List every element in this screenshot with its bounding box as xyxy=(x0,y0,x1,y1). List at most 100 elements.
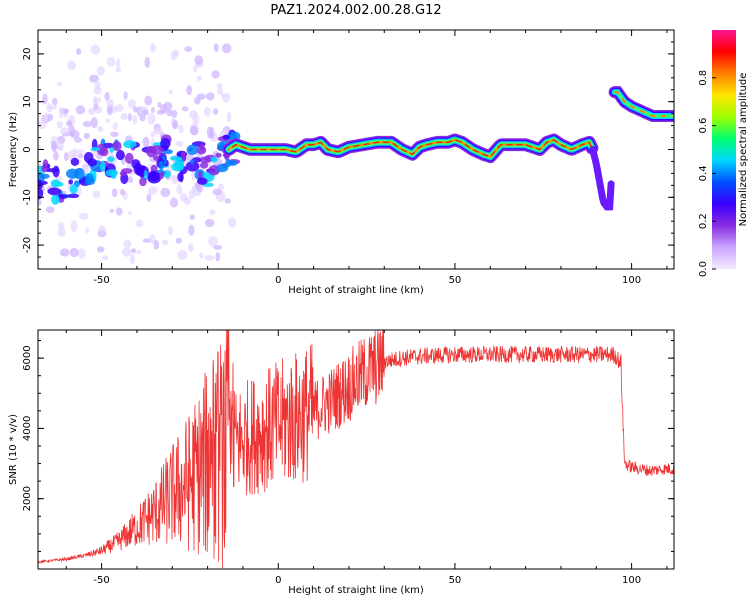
signal-blob xyxy=(38,179,44,190)
noise-blob xyxy=(66,120,73,127)
noise-blob xyxy=(132,114,138,125)
noise-blob xyxy=(127,112,133,122)
spectrogram-x-ticks: -50 0 50 100 xyxy=(65,30,668,286)
noise-blob xyxy=(163,101,173,111)
noise-blob xyxy=(56,81,63,87)
signal-blob xyxy=(174,157,185,170)
noise-blob xyxy=(153,239,160,250)
signal-blob xyxy=(68,179,74,185)
x-tick-label: 50 xyxy=(449,275,462,286)
noise-blob xyxy=(109,208,115,214)
snr-y-ticks: 2000 4000 6000 xyxy=(22,340,674,570)
noise-blob xyxy=(196,75,202,82)
noise-blob xyxy=(175,140,184,147)
colorbar: 0.0 0.2 0.4 0.6 0.8 Normalized spectral ampl… xyxy=(698,30,749,277)
signal-blob xyxy=(160,138,171,150)
noise-blob xyxy=(217,183,224,191)
spectrogram-y-ticks: -20 -10 0 10 20 xyxy=(22,29,674,270)
noise-blob xyxy=(156,109,166,115)
colorbar-tick-label: 0.2 xyxy=(698,213,709,229)
colorbar-label: Normalized spectral amplitude xyxy=(738,73,749,227)
noise-blob xyxy=(92,190,101,199)
noise-blob xyxy=(136,250,142,255)
signal-blob xyxy=(109,147,115,153)
spectrogram-x-label: Height of straight line (km) xyxy=(288,285,424,296)
signal-blob xyxy=(159,171,165,180)
noise-blob xyxy=(179,193,188,202)
y-tick-label: -20 xyxy=(22,237,33,253)
noise-blob xyxy=(194,55,204,66)
noise-blob xyxy=(112,122,118,131)
noise-blob xyxy=(184,46,193,52)
signal-blob xyxy=(69,184,78,194)
noise-blob xyxy=(228,217,237,228)
noise-blob xyxy=(142,136,150,148)
noise-blob xyxy=(130,248,137,254)
noise-blob xyxy=(212,188,222,196)
noise-blob xyxy=(38,144,42,150)
signal-blob xyxy=(123,140,137,149)
noise-blob xyxy=(161,239,169,246)
noise-blob xyxy=(96,246,105,253)
noise-blob xyxy=(42,93,48,105)
x-tick-label: -50 xyxy=(93,575,109,586)
signal-blob xyxy=(96,143,106,156)
signal-blob xyxy=(74,167,85,180)
signal-blob xyxy=(147,172,162,184)
signal-blob xyxy=(112,141,122,152)
noise-blob xyxy=(188,224,195,236)
signal-blob xyxy=(150,164,158,173)
signal-blob xyxy=(158,160,164,171)
noise-blob xyxy=(135,219,144,228)
noise-blob xyxy=(50,140,57,153)
noise-blob xyxy=(57,227,66,238)
snr-series-line xyxy=(37,329,674,569)
colorbar-tick-label: 0.8 xyxy=(698,70,709,86)
noise-blob xyxy=(53,150,59,161)
noise-blob xyxy=(204,254,215,261)
noise-blob xyxy=(68,125,76,137)
signal-blob xyxy=(225,159,232,168)
signal-blob xyxy=(87,158,98,167)
noise-blob xyxy=(144,95,153,106)
noise-blob xyxy=(67,60,77,71)
noise-blob xyxy=(186,84,193,96)
snr-x-label: Height of straight line (km) xyxy=(288,585,424,596)
signal-blob xyxy=(153,155,160,161)
noise-blob xyxy=(168,90,173,95)
signal-blob xyxy=(67,193,80,199)
noise-blob xyxy=(123,239,132,249)
noise-blob xyxy=(147,113,156,125)
noise-blob xyxy=(127,211,132,216)
noise-blob xyxy=(74,137,83,143)
noise-blob xyxy=(98,225,106,234)
noise-blob xyxy=(104,118,111,123)
signal-blob xyxy=(189,159,195,165)
noise-blob xyxy=(111,188,118,198)
noise-blob xyxy=(129,253,136,265)
noise-blob xyxy=(52,97,58,106)
signal-blob xyxy=(216,163,229,173)
noise-blob xyxy=(59,127,70,135)
noise-blob xyxy=(106,99,115,108)
noise-blob xyxy=(45,206,55,214)
noise-blob xyxy=(94,97,102,103)
noise-blob xyxy=(76,48,82,56)
noise-blob xyxy=(216,82,223,89)
signal-blob xyxy=(196,177,208,185)
signal-blob xyxy=(99,160,106,172)
signal-blob xyxy=(222,134,230,140)
noise-blob xyxy=(77,248,86,259)
signal-blob xyxy=(119,170,128,177)
noise-blob xyxy=(208,236,218,247)
noise-blob xyxy=(97,126,104,133)
noise-blob xyxy=(72,147,78,159)
noise-blob xyxy=(150,131,156,138)
signal-blob xyxy=(54,181,64,187)
signal-blob xyxy=(107,156,115,163)
noise-blob xyxy=(215,252,221,262)
noise-blob xyxy=(204,218,215,228)
colorbar-tick-label: 0.4 xyxy=(698,165,709,181)
snr-x-ticks: -50 0 50 100 xyxy=(65,330,668,586)
